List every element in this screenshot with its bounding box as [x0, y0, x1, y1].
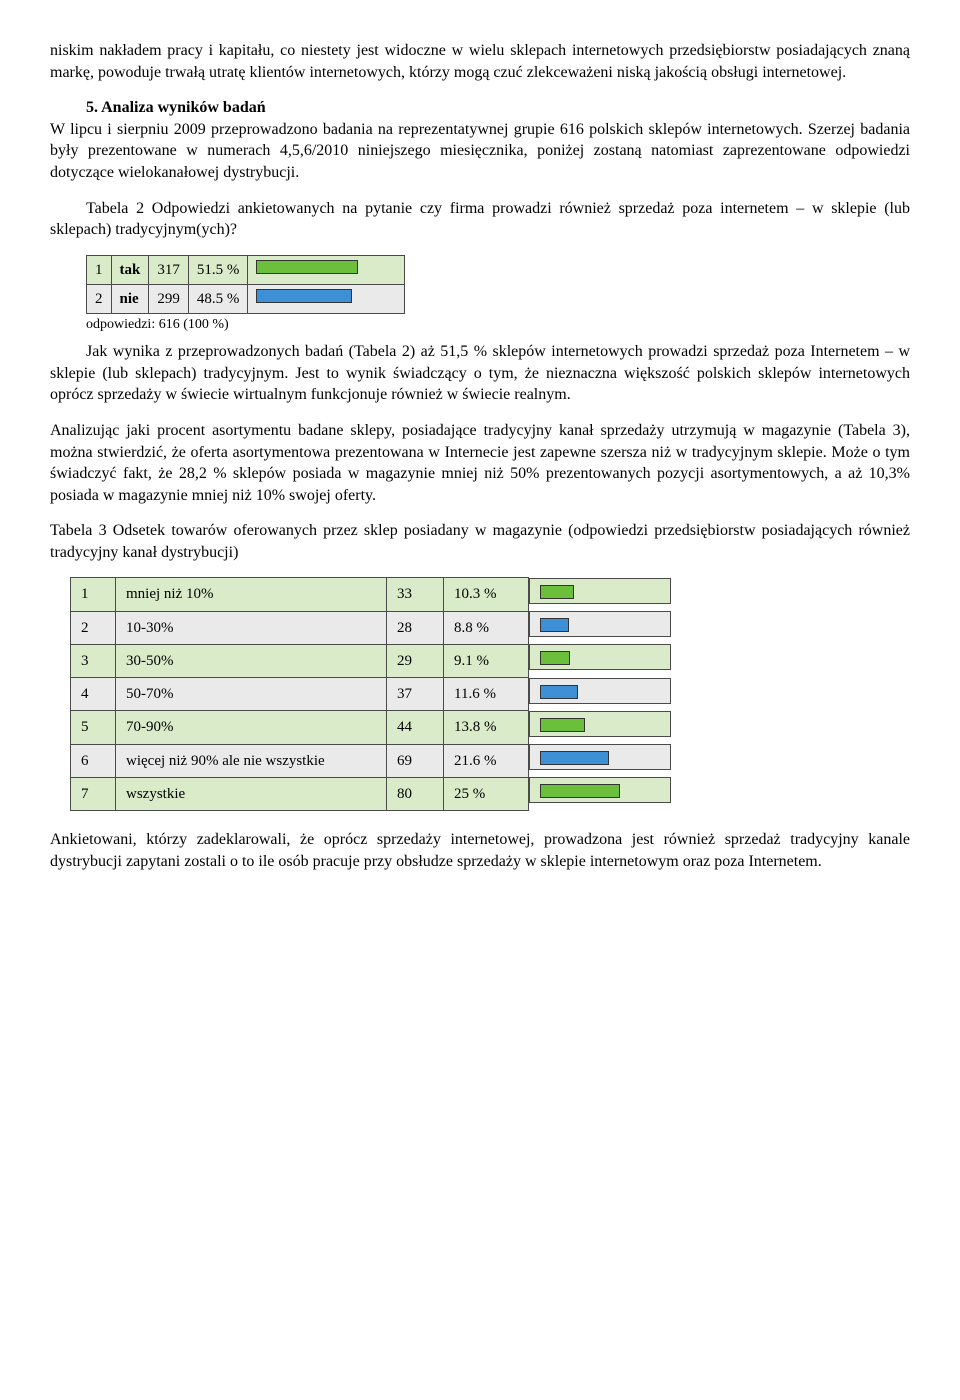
row-pct: 51.5 %: [188, 255, 248, 284]
row-bar: [529, 578, 671, 604]
row-count: 299: [149, 285, 189, 314]
paragraph-4: Analizując jaki procent asortymentu bada…: [50, 420, 910, 506]
row-bar: [529, 644, 671, 670]
table3-caption: Tabela 3 Odsetek towarów oferowanych prz…: [50, 520, 910, 563]
row-pct: 10.3 %: [444, 578, 529, 611]
row-pct: 8.8 %: [444, 611, 529, 644]
row-index: 2: [87, 285, 112, 314]
row-label: wszystkie: [116, 777, 387, 810]
row-pct: 25 %: [444, 777, 529, 810]
row-pct: 11.6 %: [444, 678, 529, 711]
row-index: 3: [71, 644, 116, 677]
row-label: więcej niż 90% ale nie wszystkie: [116, 744, 387, 777]
row-bar: [529, 711, 671, 737]
paragraph-top: niskim nakładem pracy i kapitału, co nie…: [50, 40, 910, 83]
row-bar: [248, 285, 405, 314]
table-row: 1mniej niż 10%3310.3 %: [71, 578, 690, 611]
row-index: 7: [71, 777, 116, 810]
row-bar: [529, 678, 671, 704]
row-bar: [248, 255, 405, 284]
row-count: 69: [387, 744, 444, 777]
row-label: 10-30%: [116, 611, 387, 644]
row-index: 1: [71, 578, 116, 611]
row-bar: [529, 611, 671, 637]
row-pct: 13.8 %: [444, 711, 529, 744]
row-label: 50-70%: [116, 678, 387, 711]
row-count: 317: [149, 255, 189, 284]
row-index: 6: [71, 744, 116, 777]
row-label: mniej niż 10%: [116, 578, 387, 611]
table-row: 6więcej niż 90% ale nie wszystkie6921.6 …: [71, 744, 690, 777]
row-label: tak: [111, 255, 149, 284]
table-row: 1tak31751.5 %: [87, 255, 405, 284]
table-2: 1tak31751.5 %2nie29948.5 %: [86, 255, 405, 315]
row-label: nie: [111, 285, 149, 314]
table-row: 2nie29948.5 %: [87, 285, 405, 314]
table-3: 1mniej niż 10%3310.3 %210-30%288.8 %330-…: [70, 577, 690, 811]
paragraph-3: Jak wynika z przeprowadzonych badań (Tab…: [50, 341, 910, 406]
table2-footnote: odpowiedzi: 616 (100 %): [86, 316, 910, 335]
table-row: 7wszystkie8025 %: [71, 777, 690, 810]
row-bar: [529, 744, 671, 770]
row-bar: [529, 777, 671, 803]
row-pct: 9.1 %: [444, 644, 529, 677]
row-label: 30-50%: [116, 644, 387, 677]
row-index: 1: [87, 255, 112, 284]
table-row: 210-30%288.8 %: [71, 611, 690, 644]
row-index: 5: [71, 711, 116, 744]
row-count: 33: [387, 578, 444, 611]
row-count: 37: [387, 678, 444, 711]
paragraph-5: Ankietowani, którzy zadeklarowali, że op…: [50, 829, 910, 872]
row-index: 4: [71, 678, 116, 711]
table2-caption: Tabela 2 Odpowiedzi ankietowanych na pyt…: [50, 198, 910, 241]
section-5-title: 5. Analiza wyników badań: [86, 97, 910, 119]
row-label: 70-90%: [116, 711, 387, 744]
table-row: 330-50%299.1 %: [71, 644, 690, 677]
paragraph-2: W lipcu i sierpniu 2009 przeprowadzono b…: [50, 119, 910, 184]
row-index: 2: [71, 611, 116, 644]
row-pct: 48.5 %: [188, 285, 248, 314]
row-count: 28: [387, 611, 444, 644]
row-count: 29: [387, 644, 444, 677]
row-count: 44: [387, 711, 444, 744]
row-pct: 21.6 %: [444, 744, 529, 777]
table-row: 570-90%4413.8 %: [71, 711, 690, 744]
row-count: 80: [387, 777, 444, 810]
table-row: 450-70%3711.6 %: [71, 678, 690, 711]
